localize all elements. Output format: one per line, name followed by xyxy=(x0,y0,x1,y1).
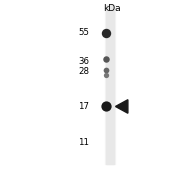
Bar xyxy=(105,5,115,164)
Text: 17: 17 xyxy=(78,102,89,111)
Text: 55: 55 xyxy=(78,28,89,38)
Text: 36: 36 xyxy=(78,57,89,66)
Bar xyxy=(106,5,114,164)
Text: kDa: kDa xyxy=(103,4,120,13)
Text: 11: 11 xyxy=(78,138,89,147)
Text: 28: 28 xyxy=(78,67,89,76)
Polygon shape xyxy=(115,100,128,113)
